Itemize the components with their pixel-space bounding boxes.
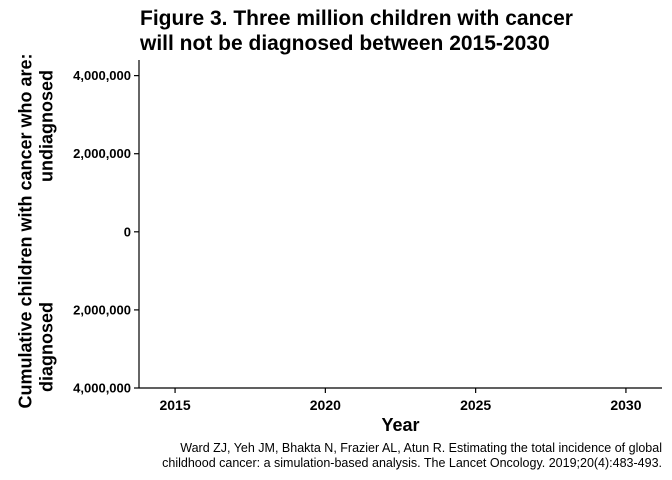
x-tick-label: 2015 (159, 397, 190, 413)
x-tick-label: 2030 (610, 397, 641, 413)
chart-title-line1: Figure 3. Three million children with ca… (140, 7, 573, 30)
y-tick-label: 4,000,000 (73, 381, 131, 396)
x-tick-label: 2020 (310, 397, 341, 413)
x-tick-label: 2025 (460, 397, 491, 413)
chart-canvas: 4,000,000 2,000,000 0 2,000,000 4,000,000 201… (73, 60, 662, 435)
chart-title: Figure 3. Three million children with ca… (140, 6, 573, 56)
chart-title-line2: will not be diagnosed between 2015-2030 (140, 32, 550, 55)
y-tick-label: 2,000,000 (73, 146, 131, 161)
y-tick-label: 0 (124, 224, 131, 239)
source-caption-line2: childhood cancer: a simulation-based ana… (162, 456, 662, 470)
source-caption-line1: Ward ZJ, Yeh JM, Bhakta N, Frazier AL, A… (180, 441, 662, 455)
source-caption: Ward ZJ, Yeh JM, Bhakta N, Frazier AL, A… (62, 441, 662, 471)
y-tick-label: 2,000,000 (73, 302, 131, 317)
x-axis-label: Year (381, 415, 419, 435)
y-tick-label: 4,000,000 (73, 68, 131, 83)
